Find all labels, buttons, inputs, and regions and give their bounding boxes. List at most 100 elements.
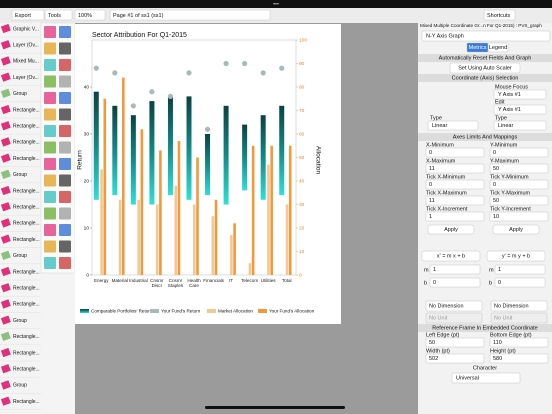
y-tick-label: 20 xyxy=(84,178,90,184)
y-tick-label: 0 xyxy=(86,272,89,278)
tool-icon[interactable] xyxy=(59,26,71,38)
control[interactable] xyxy=(494,264,546,275)
control[interactable] xyxy=(490,312,548,324)
control[interactable] xyxy=(494,277,546,288)
control[interactable] xyxy=(449,62,521,74)
tool-icon[interactable] xyxy=(59,257,71,269)
tool-icon[interactable] xyxy=(59,75,71,88)
layer-icon xyxy=(0,283,11,293)
label: No Unit xyxy=(429,315,448,321)
control[interactable] xyxy=(489,195,549,206)
tool-icon[interactable] xyxy=(44,174,56,187)
control[interactable] xyxy=(429,277,481,288)
control[interactable] xyxy=(490,300,548,312)
control[interactable] xyxy=(427,120,479,131)
tool-icon[interactable] xyxy=(59,59,71,71)
tool-icon[interactable] xyxy=(59,108,71,121)
tool-icon[interactable] xyxy=(59,191,71,203)
y2-tick-label: 80 xyxy=(299,84,305,90)
control[interactable] xyxy=(489,337,549,348)
layer-icon xyxy=(0,266,11,277)
allocation-bar xyxy=(193,204,196,275)
label: Tick X-Increment xyxy=(426,206,468,212)
label: Rectangle... xyxy=(13,334,40,340)
label: No Dimension xyxy=(494,303,529,309)
tool-icon[interactable] xyxy=(44,141,56,154)
control[interactable] xyxy=(489,147,549,158)
allocation-bar xyxy=(159,150,162,275)
allocation-bar xyxy=(122,77,125,275)
control[interactable] xyxy=(489,163,549,174)
label: Metrics xyxy=(469,45,487,51)
fund-return xyxy=(130,103,136,109)
tool-icon[interactable] xyxy=(59,174,71,187)
tool-icon[interactable] xyxy=(44,92,56,104)
label: 110 xyxy=(493,340,502,346)
label: 0 xyxy=(429,182,432,188)
tool-icon[interactable] xyxy=(44,108,56,121)
tool-icon[interactable] xyxy=(44,257,56,269)
tool-icon[interactable] xyxy=(59,125,71,137)
tool-icon[interactable] xyxy=(44,191,56,203)
tool-icon[interactable] xyxy=(59,42,71,55)
label: 1 xyxy=(498,267,501,273)
control[interactable] xyxy=(425,337,485,348)
control[interactable] xyxy=(11,9,45,21)
tool-icon[interactable] xyxy=(59,158,71,170)
control[interactable] xyxy=(429,264,481,275)
tool-icon[interactable] xyxy=(44,59,56,71)
control[interactable] xyxy=(109,9,271,21)
control[interactable] xyxy=(492,224,540,235)
control[interactable] xyxy=(425,163,485,174)
layer-icon xyxy=(0,364,11,374)
control[interactable] xyxy=(451,372,521,384)
control[interactable] xyxy=(425,211,485,222)
label: Rectangle... xyxy=(13,205,40,211)
control[interactable] xyxy=(427,224,475,235)
label: Rectangle... xyxy=(13,221,40,227)
control[interactable] xyxy=(421,250,481,262)
control[interactable] xyxy=(486,250,546,262)
label: Tick X-Minimum xyxy=(426,174,466,180)
control[interactable] xyxy=(425,179,485,190)
tool-icon[interactable] xyxy=(59,207,71,220)
tool-icon[interactable] xyxy=(44,125,56,137)
label: Group xyxy=(13,172,27,178)
control[interactable] xyxy=(489,179,549,190)
control[interactable] xyxy=(425,300,483,312)
control[interactable] xyxy=(421,30,551,42)
tool-icon[interactable] xyxy=(44,224,56,236)
control[interactable] xyxy=(487,42,509,53)
control[interactable] xyxy=(493,120,547,131)
tool-icon[interactable] xyxy=(59,224,71,236)
y2-tick-label: 20 xyxy=(299,225,305,231)
control[interactable] xyxy=(425,353,485,364)
tool-icon[interactable] xyxy=(44,240,56,253)
tool-icon[interactable] xyxy=(44,42,56,55)
tool-icon[interactable] xyxy=(59,92,71,104)
tool-icon[interactable] xyxy=(44,26,56,38)
control[interactable] xyxy=(425,312,483,324)
allocation-bar xyxy=(214,199,218,275)
tool-icon[interactable] xyxy=(44,207,56,220)
control[interactable] xyxy=(425,195,485,206)
layer-icon xyxy=(0,121,11,131)
y-label: Return xyxy=(77,150,84,170)
allocation-bar xyxy=(177,141,181,275)
label: 1 xyxy=(429,214,432,220)
tool-icon[interactable] xyxy=(44,75,56,88)
tool-icon[interactable] xyxy=(44,158,56,170)
x-tick-label: Total xyxy=(281,278,292,283)
tool-icon[interactable] xyxy=(59,240,71,253)
label: Automatically Reset Fields And Graph xyxy=(439,55,532,61)
control[interactable] xyxy=(489,353,549,364)
control[interactable] xyxy=(74,9,106,21)
control[interactable] xyxy=(425,147,485,158)
tool-icon[interactable] xyxy=(59,141,71,154)
control[interactable] xyxy=(493,89,547,100)
control[interactable] xyxy=(483,9,516,21)
control[interactable] xyxy=(493,104,547,115)
control[interactable] xyxy=(489,211,549,222)
control[interactable] xyxy=(44,9,73,21)
label: 50 xyxy=(429,340,435,346)
